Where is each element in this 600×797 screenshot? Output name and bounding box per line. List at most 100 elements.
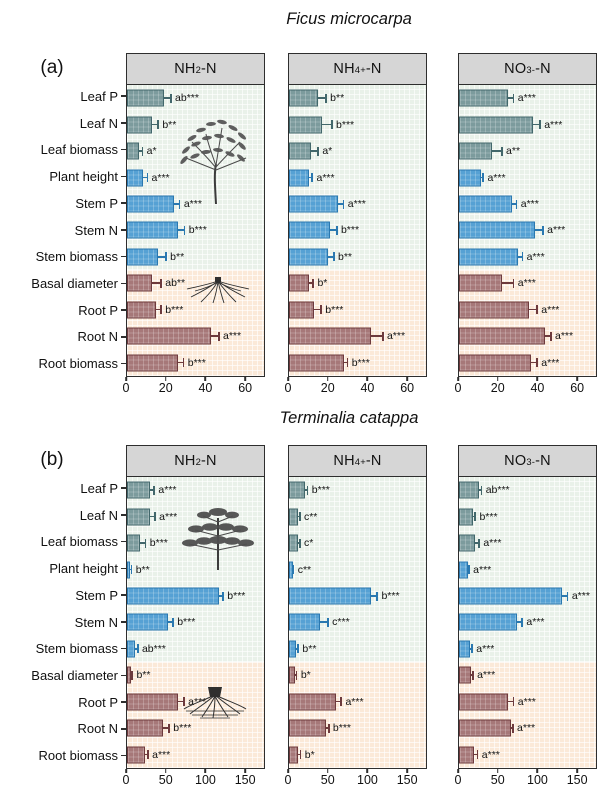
error-bar-cap (295, 670, 298, 680)
bar (127, 534, 140, 552)
bar-row: a** (459, 138, 596, 164)
plot-frame: NH 4 + -N b** b*** a* a*** a*** b*** b** b* b*** a***… (288, 53, 427, 377)
bar-row: a*** (459, 323, 596, 349)
x-tick (287, 377, 289, 381)
significance-label: b*** (149, 537, 168, 550)
bar (459, 508, 474, 526)
error-bar-cap (476, 750, 479, 760)
error-bar (149, 489, 155, 491)
significance-label: ab** (165, 277, 186, 290)
y-tick (121, 487, 126, 489)
category-label: Plant height (0, 163, 126, 190)
bar (289, 613, 321, 631)
error-bar-cap (154, 512, 156, 522)
panels: NH 2 -N a*** a*** b*** b** b*** b*** ab*** b** a***… (123, 445, 597, 791)
bar (289, 640, 297, 658)
x-tick-label: 0 (454, 773, 462, 787)
bar (127, 116, 153, 134)
category-label: Plant height (0, 555, 126, 582)
bar (127, 248, 159, 266)
error-bar-cap (131, 670, 134, 680)
error-bar-cap (480, 485, 483, 495)
plot-frame: NO 3- -N a*** a*** a** a*** a*** a*** a*** a*** a**… (458, 53, 597, 377)
error-bar (328, 255, 334, 258)
aboveground-zone (127, 85, 264, 271)
y-tick (121, 202, 126, 204)
x-tick-label: 100 (526, 773, 548, 787)
aboveground-zone (127, 477, 264, 663)
category-label: Stem biomass (0, 635, 126, 662)
category-label: Stem biomass (0, 243, 126, 270)
error-bar (325, 727, 329, 729)
error-bar-cap (317, 146, 319, 156)
x-tick (244, 769, 246, 773)
x-tick (164, 377, 167, 381)
significance-label: a*** (547, 224, 566, 237)
x-tick-label: 0 (454, 381, 462, 395)
bar (459, 169, 481, 187)
bar-row: b*** (127, 583, 264, 609)
x-tick (366, 377, 369, 381)
error-bar (473, 515, 476, 518)
significance-label: a*** (159, 510, 178, 523)
category-labels: Leaf P Leaf N Leaf biomass Plant height Stem… (0, 475, 126, 769)
bar-row: a*** (459, 270, 596, 296)
significance-label: b** (135, 563, 150, 576)
bar (459, 481, 479, 499)
bar (127, 587, 220, 605)
significance-label: a** (506, 145, 521, 158)
bar (459, 354, 532, 372)
error-bar-cap (311, 173, 314, 183)
error-bar (492, 150, 503, 152)
error-bar-cap (376, 591, 379, 601)
bar (459, 587, 562, 605)
treatment-header: NO 3- -N (459, 54, 596, 85)
bar (459, 142, 493, 160)
bar-row: b*** (127, 297, 264, 323)
category-label: Root P (0, 297, 126, 324)
bar-row: a*** (127, 164, 264, 190)
x-tick (406, 769, 408, 773)
error-bar (150, 515, 156, 518)
significance-label: a*** (544, 118, 563, 131)
treatment-header: NH 4 + -N (289, 446, 426, 477)
bar-row: a*** (459, 583, 596, 609)
significance-label: b** (302, 642, 317, 655)
x-tick (536, 769, 539, 773)
error-bar-cap (160, 278, 162, 288)
error-bar-cap (292, 565, 295, 575)
bar-row: a*** (459, 164, 596, 190)
bar (127, 561, 131, 579)
x-tick (326, 377, 329, 381)
x-axis: 0 20 40 60 (454, 377, 597, 399)
x-tick-label: 50 (158, 773, 173, 787)
treatment-panel: NH 2 -N a*** a*** b*** b** b*** b*** ab*** b** a***… (123, 445, 265, 791)
x-tick (287, 769, 289, 773)
error-bar (535, 229, 544, 232)
significance-label: b** (338, 250, 353, 263)
x-tick-label: 0 (122, 381, 130, 395)
significance-label: a*** (347, 198, 366, 211)
bar-row: a*** (459, 530, 596, 556)
category-label: Stem P (0, 582, 126, 609)
error-bar (168, 621, 174, 624)
y-tick (121, 362, 126, 365)
error-bar-cap (346, 358, 349, 368)
error-bar (156, 308, 162, 311)
significance-label: a*** (487, 171, 506, 184)
significance-label: a*** (571, 590, 590, 603)
bar-row: a*** (127, 477, 264, 503)
error-bar (298, 753, 301, 756)
error-bar (517, 255, 523, 258)
error-bar-cap (222, 591, 224, 601)
bar-row: a*** (459, 636, 596, 662)
significance-label: a*** (483, 537, 502, 550)
bar (459, 640, 470, 658)
x-tick (576, 377, 578, 381)
significance-label: b* (300, 669, 311, 682)
significance-label: a*** (526, 250, 545, 263)
error-bar (163, 727, 170, 729)
error-bar (314, 308, 322, 311)
bar-row: b** (289, 85, 426, 111)
bar-row: b*** (127, 530, 264, 556)
